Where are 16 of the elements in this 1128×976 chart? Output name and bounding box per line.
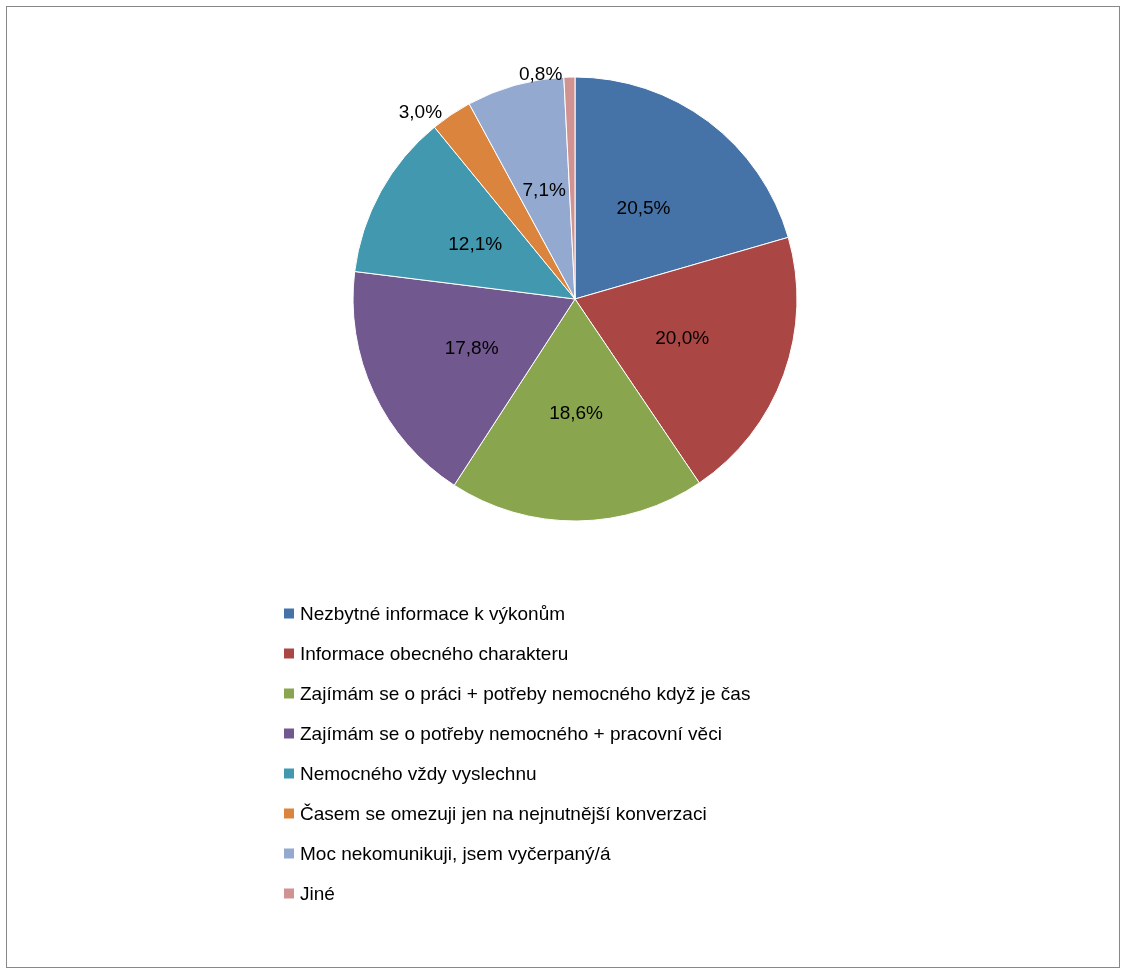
data-label: 7,1%: [522, 178, 566, 200]
data-label: 3,0%: [398, 100, 443, 122]
data-label: 18,6%: [549, 402, 604, 424]
legend-label: Časem se omezuji jen na nejnutnější konverzaci: [300, 803, 707, 824]
data-label: 12,1%: [448, 233, 503, 255]
data-label: 0,8%: [519, 62, 563, 84]
legend-label: Informace obecného charakteru: [300, 643, 569, 664]
data-label: 20,0%: [655, 327, 710, 349]
legend-label: Moc nekomunikuji, jsem vyčerpaný/á: [300, 843, 611, 864]
legend-label: Nemocného vždy vyslechnu: [300, 763, 537, 784]
legend-label: Zajímám se o práci + potřeby nemocného když je čas: [300, 683, 751, 704]
legend-label: Jiné: [300, 883, 335, 904]
legend-label: Zajímám se o potřeby nemocného + pracovní věci: [300, 723, 722, 744]
data-label: 17,8%: [444, 336, 499, 358]
data-label: 20,5%: [616, 197, 671, 219]
legend-label: Nezbytné informace k výkonům: [300, 603, 566, 624]
